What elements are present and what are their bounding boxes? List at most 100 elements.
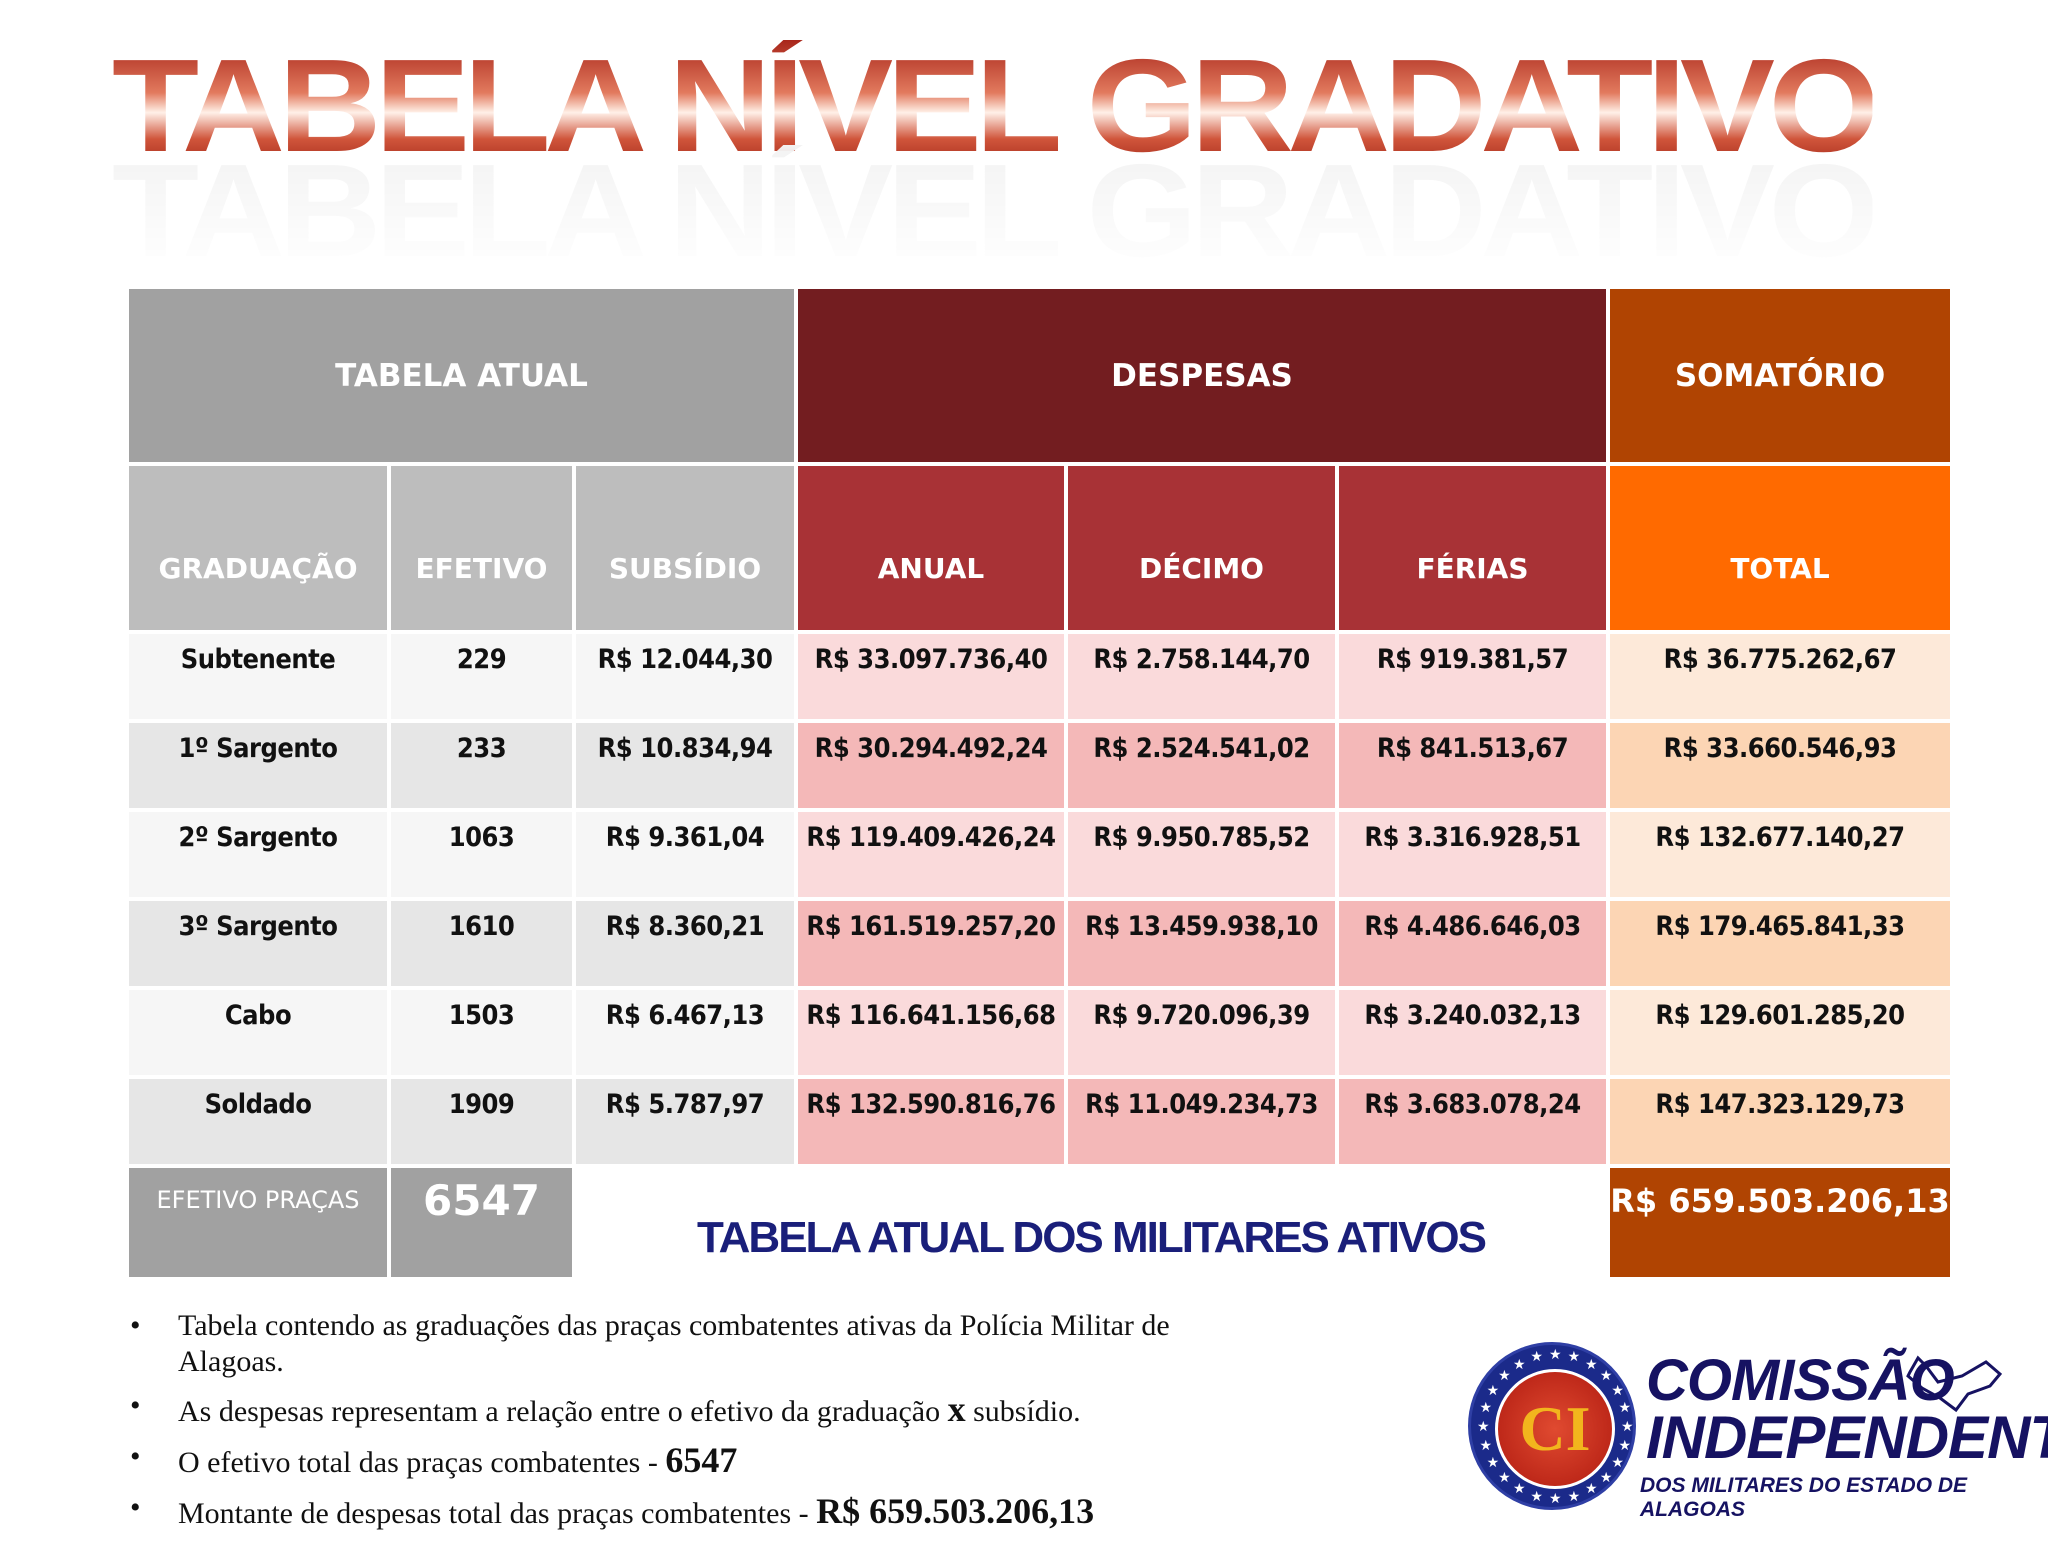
value-cell: R$ 147.323.129,73 xyxy=(1610,1079,1950,1164)
efetivo-pracas-value: 6547 xyxy=(391,1168,572,1277)
value-cell: R$ 3.240.032,13 xyxy=(1339,990,1606,1075)
value-cell: R$ 6.467,13 xyxy=(576,990,794,1075)
value-cell: R$ 33.097.736,40 xyxy=(798,634,1064,719)
note-item: O efetivo total das praças combatentes -… xyxy=(130,1439,1230,1482)
note-item: As despesas representam a relação entre … xyxy=(130,1388,1230,1431)
table-caption: TABELA ATUAL DOS MILITARES ATIVOS xyxy=(697,1212,1487,1262)
column-header: SUBSÍDIO xyxy=(576,466,794,630)
star-icon: ★ xyxy=(1549,1491,1562,1507)
note-strong: R$ 659.503.206,13 xyxy=(816,1491,1095,1532)
column-header: ANUAL xyxy=(798,466,1064,630)
star-icon: ★ xyxy=(1530,1349,1543,1366)
star-icon: ★ xyxy=(1618,1437,1632,1454)
value-cell: R$ 116.641.156,68 xyxy=(798,990,1064,1075)
value-cell: R$ 132.590.816,76 xyxy=(798,1079,1064,1164)
logo-initials: CI xyxy=(1495,1369,1615,1489)
header-despesas: DESPESAS xyxy=(798,289,1606,462)
value-cell: R$ 2.524.541,02 xyxy=(1068,723,1335,808)
value-cell: R$ 132.677.140,27 xyxy=(1610,812,1950,897)
value-cell: 233 xyxy=(391,723,572,808)
rank-cell: 3º Sargento xyxy=(129,901,387,986)
grand-total: R$ 659.503.206,13 xyxy=(1610,1168,1950,1277)
note-strong: 6547 xyxy=(665,1440,738,1481)
star-icon: ★ xyxy=(1498,1368,1511,1385)
efetivo-pracas-label: EFETIVO PRAÇAS xyxy=(129,1168,387,1277)
note-item: Tabela contendo as graduações das praças… xyxy=(130,1308,1230,1380)
star-icon: ★ xyxy=(1498,1469,1511,1486)
star-icon: ★ xyxy=(1530,1488,1543,1505)
page-title: TABELA NÍVEL GRADATIVO xyxy=(112,32,1879,179)
star-icon: ★ xyxy=(1513,1356,1526,1373)
note-text: As despesas representam a relação entre … xyxy=(178,1395,941,1428)
page-title-reflection: TABELA NÍVEL GRADATIVO xyxy=(112,137,1879,284)
value-cell: R$ 919.381,57 xyxy=(1339,634,1606,719)
value-cell: R$ 30.294.492,24 xyxy=(798,723,1064,808)
expense-table: TABELA ATUAL DESPESAS SOMATÓRIO GRADUAÇÃ… xyxy=(129,289,1950,1277)
column-header: DÉCIMO xyxy=(1068,466,1335,630)
value-cell: R$ 179.465.841,33 xyxy=(1610,901,1950,986)
logo-line2: INDEPENDENTE xyxy=(1646,1404,2048,1471)
column-header: TOTAL xyxy=(1610,466,1950,630)
value-cell: R$ 3.316.928,51 xyxy=(1339,812,1606,897)
star-icon: ★ xyxy=(1479,1437,1493,1454)
note-text: subsídio. xyxy=(965,1395,1081,1428)
star-icon: ★ xyxy=(1567,1488,1581,1505)
star-icon: ★ xyxy=(1513,1481,1526,1498)
logo-line1: COMISSÃO xyxy=(1646,1348,1955,1413)
value-cell: 1909 xyxy=(391,1079,572,1164)
alagoas-map-icon xyxy=(1906,1355,2003,1413)
value-cell: R$ 5.787,97 xyxy=(576,1079,794,1164)
rank-cell: 1º Sargento xyxy=(129,723,387,808)
value-cell: R$ 841.513,67 xyxy=(1339,723,1606,808)
value-cell: R$ 10.834,94 xyxy=(576,723,794,808)
rank-cell: 2º Sargento xyxy=(129,812,387,897)
column-header: FÉRIAS xyxy=(1339,466,1606,630)
note-item: Montante de despesas total das praças co… xyxy=(130,1490,1230,1533)
note-text: Tabela contendo as graduações das praças… xyxy=(178,1309,1170,1378)
value-cell: 229 xyxy=(391,634,572,719)
column-header: GRADUAÇÃO xyxy=(129,466,387,630)
note-strong: x xyxy=(947,1389,966,1429)
star-icon: ★ xyxy=(1621,1419,1634,1435)
star-icon: ★ xyxy=(1486,1383,1500,1399)
star-icon: ★ xyxy=(1599,1368,1613,1385)
star-icon: ★ xyxy=(1477,1419,1490,1435)
value-cell: R$ 36.775.262,67 xyxy=(1610,634,1950,719)
logo-seal-icon: ★ ★ ★ ★ ★ ★ ★ ★ ★ ★ ★ ★ ★ ★ ★ ★ ★ ★ ★ ★ ★ ★ ★ ★ CI xyxy=(1468,1342,1636,1510)
star-icon: ★ xyxy=(1618,1400,1632,1417)
comissao-independente-logo: ★ ★ ★ ★ ★ ★ ★ ★ ★ ★ ★ ★ ★ ★ ★ ★ ★ ★ ★ ★ ★ ★ ★ ★ CI COMISSÃO IND… xyxy=(1468,1342,2048,1521)
value-cell: R$ 129.601.285,20 xyxy=(1610,990,1950,1075)
header-tabela-atual: TABELA ATUAL xyxy=(129,289,794,462)
star-icon: ★ xyxy=(1611,1455,1624,1471)
star-icon: ★ xyxy=(1611,1383,1624,1399)
star-icon: ★ xyxy=(1585,1356,1598,1373)
header-somatorio: SOMATÓRIO xyxy=(1610,289,1950,462)
value-cell: R$ 161.519.257,20 xyxy=(798,901,1064,986)
value-cell: 1063 xyxy=(391,812,572,897)
rank-cell: Soldado xyxy=(129,1079,387,1164)
note-text: O efetivo total das praças combatentes - xyxy=(178,1446,666,1480)
value-cell: R$ 9.950.785,52 xyxy=(1068,812,1335,897)
value-cell: R$ 33.660.546,93 xyxy=(1610,723,1950,808)
value-cell: R$ 2.758.144,70 xyxy=(1068,634,1335,719)
star-icon: ★ xyxy=(1549,1347,1562,1363)
value-cell: R$ 9.361,04 xyxy=(576,812,794,897)
star-icon: ★ xyxy=(1585,1481,1598,1498)
value-cell: R$ 9.720.096,39 xyxy=(1068,990,1335,1075)
value-cell: R$ 12.044,30 xyxy=(576,634,794,719)
value-cell: R$ 4.486.646,03 xyxy=(1339,901,1606,986)
rank-cell: Subtenente xyxy=(129,634,387,719)
star-icon: ★ xyxy=(1567,1349,1581,1366)
value-cell: R$ 11.049.234,73 xyxy=(1068,1079,1335,1164)
value-cell: R$ 3.683.078,24 xyxy=(1339,1079,1606,1164)
star-icon: ★ xyxy=(1479,1400,1493,1417)
column-header: EFETIVO xyxy=(391,466,572,630)
star-icon: ★ xyxy=(1599,1469,1613,1486)
rank-cell: Cabo xyxy=(129,990,387,1075)
value-cell: R$ 8.360,21 xyxy=(576,901,794,986)
star-icon: ★ xyxy=(1486,1455,1500,1471)
stars-ring-icon: ★ ★ ★ ★ ★ ★ ★ ★ ★ ★ ★ ★ ★ ★ ★ ★ ★ ★ ★ ★ ★ ★ ★ ★ xyxy=(1471,1345,1634,1507)
value-cell: R$ 13.459.938,10 xyxy=(1068,901,1335,986)
logo-line3: DOS MILITARES DO ESTADO DE ALAGOAS xyxy=(1640,1474,1968,1521)
value-cell: 1610 xyxy=(391,901,572,986)
